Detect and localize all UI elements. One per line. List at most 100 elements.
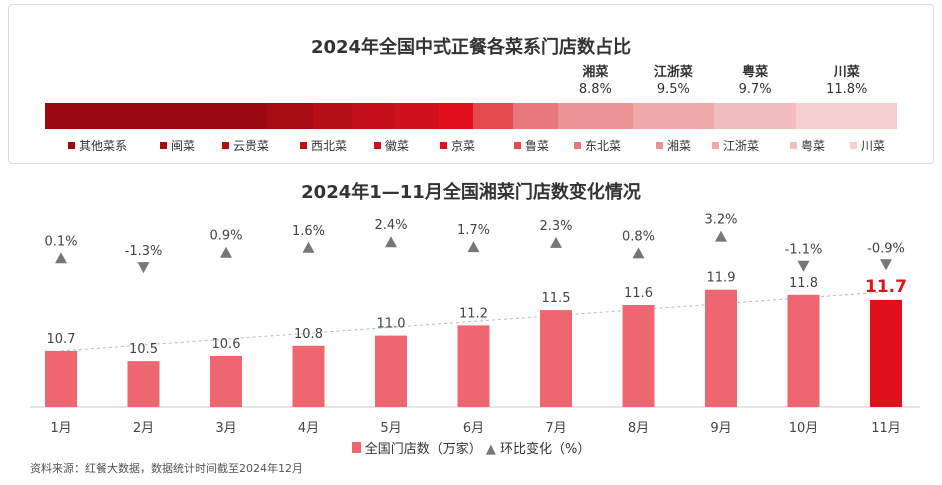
share-segment (313, 103, 352, 129)
triangle-up-icon (55, 252, 67, 264)
trend-chart-title: 2024年1—11月全国湘菜门店数变化情况 (301, 182, 641, 203)
legend-label: 粤菜 (801, 139, 826, 153)
share-legend-item: 湘菜 (656, 137, 691, 154)
share-chart-title: 2024年全国中式正餐各菜系门店数占比 (310, 37, 632, 58)
legend-swatch (574, 142, 581, 149)
share-legend-item: 云贵菜 (222, 137, 269, 154)
legend-change-label: 环比变化（%） (500, 442, 591, 457)
trend-legend: 全国门店数（万家） ▲ 环比变化（%） (0, 438, 942, 457)
share-legend-item: 川菜 (850, 137, 885, 154)
share-stacked-bar (45, 103, 897, 129)
share-legend-item: 闽菜 (160, 137, 195, 154)
triangle-down-icon (880, 259, 892, 271)
change-label: 0.8% (622, 229, 655, 244)
share-label: 粤菜 9.7% (715, 64, 795, 98)
legend-label: 川菜 (861, 139, 886, 153)
bar (457, 325, 490, 407)
share-legend-item: 东北菜 (574, 137, 621, 154)
x-tick-label: 4月 (298, 421, 319, 436)
legend-label: 江浙菜 (723, 139, 760, 153)
bar (292, 345, 325, 407)
share-label-value: 8.8% (578, 82, 612, 97)
share-legend-item: 江浙菜 (712, 137, 759, 154)
source-note: 资料来源：红餐大数据，数据统计时间截至2024年12月 (30, 462, 303, 475)
x-tick-label: 2月 (133, 421, 154, 436)
share-label: 川菜 11.8% (807, 64, 887, 98)
legend-swatch (300, 142, 307, 149)
triangle-up-icon (467, 241, 480, 253)
share-segment (557, 103, 633, 129)
legend-bar-label: 全国门店数（万家） (364, 442, 482, 457)
legend-swatch (790, 142, 797, 149)
share-label: 湘菜 8.8% (555, 64, 635, 98)
legend-triangle-icon: ▲ (485, 442, 496, 457)
change-label: 2.4% (374, 218, 407, 233)
bar-value-label: 11.6 (624, 286, 653, 301)
share-label-name: 江浙菜 (653, 65, 693, 80)
x-tick-label: 6月 (463, 421, 484, 436)
x-tick-label: 1月 (50, 421, 71, 436)
triangle-down-icon (137, 262, 150, 274)
bar (210, 356, 242, 407)
share-label-value: 9.5% (656, 82, 690, 97)
share-legend-item: 西北菜 (300, 137, 347, 154)
legend-label: 云贵菜 (233, 139, 270, 153)
share-segment (632, 103, 714, 129)
legend-swatch (160, 142, 167, 149)
x-tick-label: 11月 (871, 421, 901, 436)
legend-label: 湘菜 (667, 139, 692, 153)
triangle-up-icon (550, 236, 562, 248)
bar-value-label: 11.7 (865, 277, 907, 297)
x-tick-label: 3月 (215, 421, 236, 436)
share-segment (713, 103, 797, 129)
share-label-name: 湘菜 (582, 65, 609, 80)
bar-value-label: 10.6 (212, 337, 241, 352)
share-segment (796, 103, 897, 129)
bar (787, 294, 820, 407)
legend-bar-swatch (351, 442, 361, 453)
change-label: -1.3% (125, 244, 163, 259)
share-segment (394, 103, 439, 129)
bar-value-label: 11.8 (789, 276, 818, 291)
bar-value-label: 11.5 (542, 291, 571, 306)
legend-swatch (514, 142, 521, 149)
share-legend-item: 京菜 (440, 137, 475, 154)
share-legend-item: 其他菜系 (68, 137, 127, 154)
triangle-up-icon (632, 247, 645, 259)
legend-swatch (440, 142, 447, 149)
share-segment (45, 103, 267, 129)
x-tick-label: 7月 (545, 421, 566, 436)
share-label: 江浙菜 9.5% (633, 64, 713, 98)
share-segment (438, 103, 473, 129)
share-label-name: 川菜 (833, 65, 860, 80)
change-label: 3.2% (704, 213, 737, 228)
triangle-down-icon (797, 260, 810, 272)
share-legend-item: 粤菜 (790, 137, 825, 154)
x-tick-label: 10月 (789, 421, 819, 436)
legend-label: 西北菜 (311, 139, 348, 153)
bar-value-label: 11.0 (377, 317, 406, 332)
legend-label: 东北菜 (585, 139, 622, 153)
legend-label: 其他菜系 (79, 139, 128, 153)
share-label-name: 粤菜 (742, 65, 769, 80)
share-label-value: 9.7% (738, 82, 772, 97)
bar (870, 299, 902, 407)
bar (45, 350, 77, 407)
legend-swatch (68, 142, 75, 149)
change-label: 0.1% (44, 234, 77, 249)
change-label: -1.1% (785, 243, 823, 258)
legend-label: 京菜 (451, 139, 476, 153)
bar (705, 289, 737, 407)
bar-value-label: 11.2 (459, 306, 488, 321)
bar (127, 361, 160, 407)
bar-value-label: 10.5 (129, 342, 158, 357)
triangle-up-icon (715, 230, 727, 242)
bar-value-label: 10.7 (47, 332, 76, 347)
legend-label: 徽菜 (385, 139, 410, 153)
x-tick-label: 5月 (380, 421, 401, 436)
top-panel (8, 4, 934, 164)
share-segment (472, 103, 513, 129)
bar (540, 310, 572, 407)
share-label-value: 11.8% (826, 82, 868, 97)
share-segment (266, 103, 314, 129)
